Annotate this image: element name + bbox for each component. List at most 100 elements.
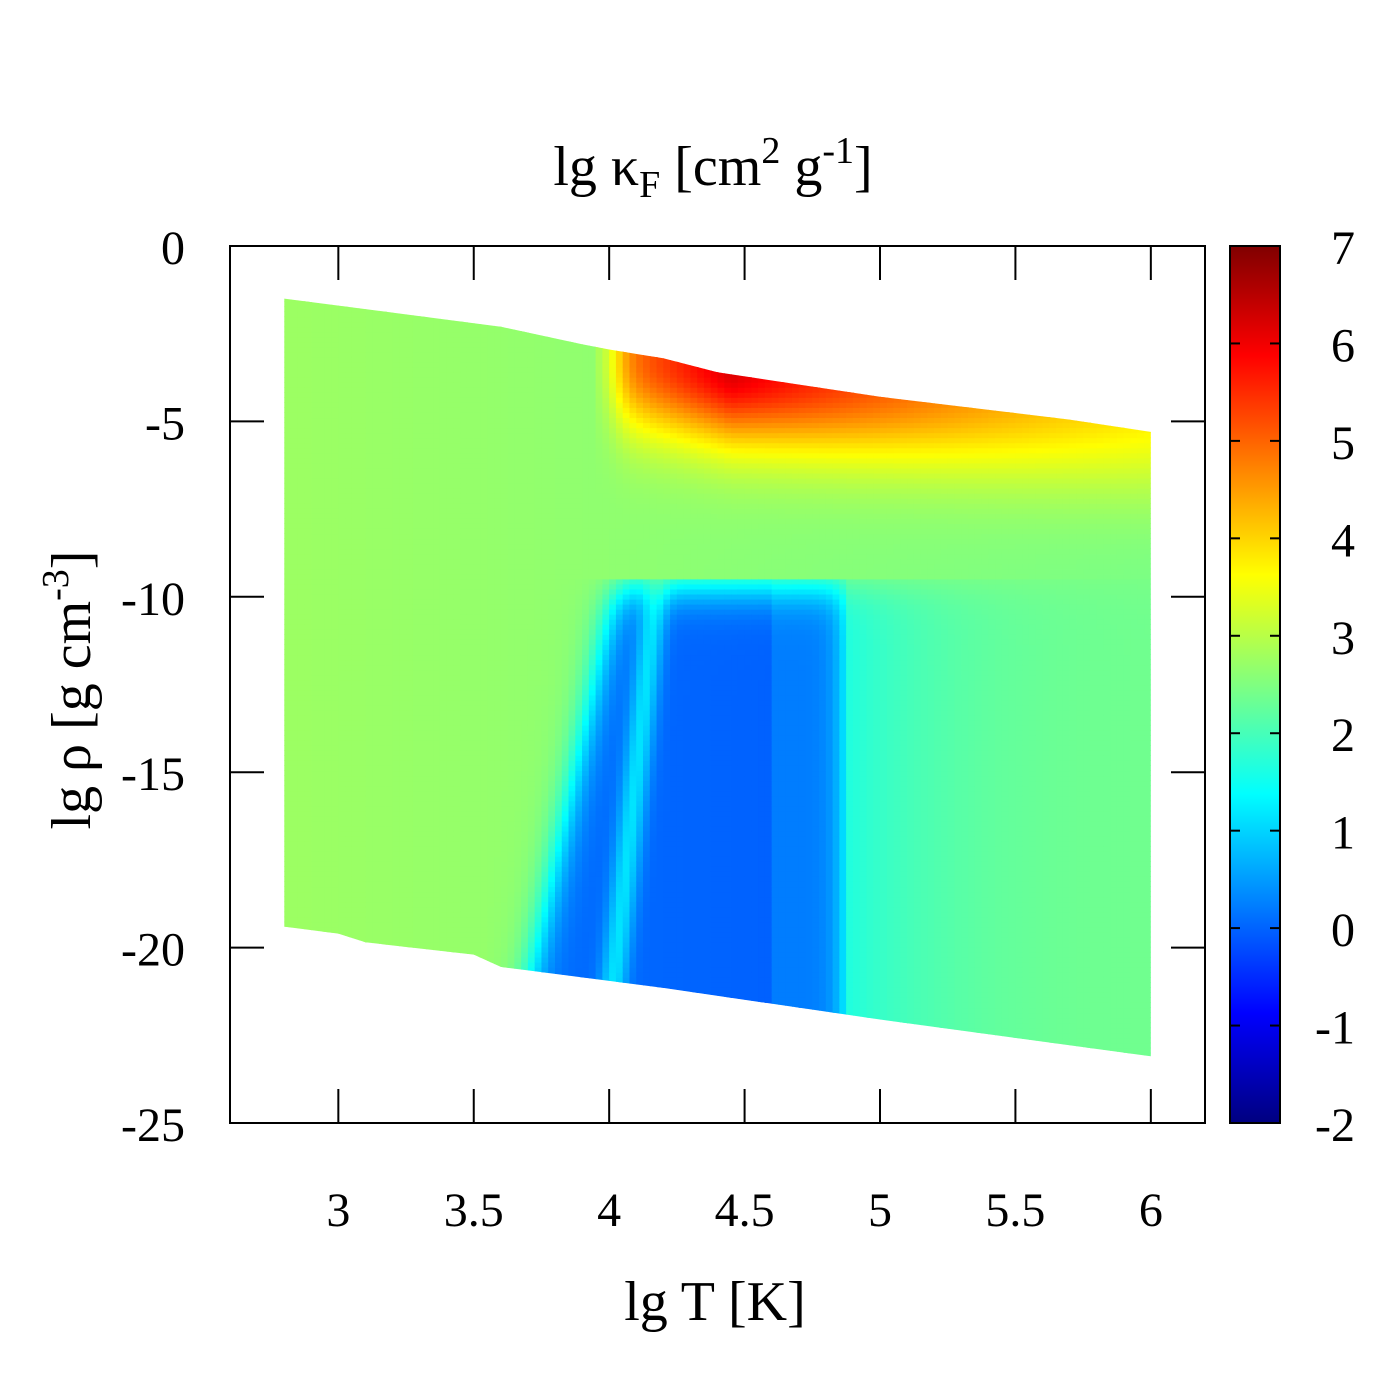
heatmap-cell — [412, 961, 421, 968]
heatmap-cell — [372, 472, 380, 479]
heatmap-cell — [406, 1078, 414, 1084]
heatmap-cell — [338, 750, 346, 756]
heatmap-cell — [365, 518, 373, 524]
heatmap-cell — [284, 926, 292, 933]
heatmap-cell — [378, 311, 387, 318]
heatmap-cell — [426, 613, 434, 620]
heatmap-cell — [331, 946, 340, 953]
heatmap-cell — [304, 371, 313, 378]
heatmap-cell — [494, 941, 502, 948]
heatmap-cell — [487, 966, 495, 973]
heatmap-cell — [460, 543, 468, 550]
heatmap-cell — [304, 432, 313, 439]
heatmap-cell — [473, 709, 482, 716]
heatmap-cell — [412, 321, 421, 328]
heatmap-cell — [399, 976, 407, 983]
heatmap-cell — [318, 397, 326, 403]
heatmap-cell — [385, 689, 394, 696]
heatmap-cell — [412, 371, 421, 378]
heatmap-cell — [345, 518, 353, 524]
heatmap-cell — [385, 392, 394, 398]
heatmap-cell — [406, 770, 414, 777]
heatmap-cell — [365, 427, 373, 434]
heatmap-cell — [412, 755, 421, 761]
heatmap-cell — [379, 1068, 387, 1074]
heatmap-cell — [460, 371, 468, 378]
heatmap-cell — [480, 724, 489, 731]
heatmap-cell — [351, 336, 360, 343]
heatmap-cell — [318, 608, 326, 615]
heatmap-cell — [351, 684, 360, 691]
heatmap-cell — [466, 906, 475, 913]
heatmap-cell — [297, 825, 306, 832]
heatmap-cell — [311, 397, 319, 403]
heatmap-cell — [473, 876, 482, 882]
heatmap-cell — [365, 709, 373, 716]
heatmap-cell — [406, 876, 414, 882]
heatmap-cell — [304, 331, 313, 338]
heatmap-cell — [446, 618, 455, 625]
heatmap-cell — [351, 805, 360, 812]
heatmap-cell — [412, 891, 421, 898]
heatmap-cell — [446, 750, 455, 756]
heatmap-cell — [385, 866, 394, 872]
heatmap-cell — [378, 916, 387, 923]
heatmap-cell — [311, 356, 319, 363]
heatmap-cell — [290, 729, 299, 736]
heatmap-cell — [284, 896, 292, 903]
heatmap-cell — [406, 1083, 414, 1089]
heatmap-cell — [284, 447, 292, 454]
heatmap-cell — [284, 850, 292, 857]
heatmap-cell — [284, 921, 292, 928]
heatmap-cell — [345, 432, 353, 439]
heatmap-cell — [487, 997, 495, 1003]
heatmap-cell — [331, 1007, 340, 1014]
heatmap-cell — [460, 936, 468, 943]
heatmap-cell — [474, 1068, 482, 1074]
heatmap-cell — [412, 795, 421, 802]
heatmap-cell — [439, 770, 448, 777]
heatmap-cell — [318, 402, 326, 408]
heatmap-cell — [433, 1037, 441, 1044]
heatmap-cell — [419, 679, 428, 686]
heatmap-cell — [426, 1027, 434, 1034]
heatmap-cell — [385, 467, 394, 474]
heatmap-cell — [480, 739, 489, 746]
heatmap-cell — [453, 588, 462, 595]
heatmap-cell — [324, 916, 333, 923]
heatmap-cell — [419, 750, 428, 756]
heatmap-cell — [406, 805, 414, 812]
heatmap-cell — [392, 800, 401, 807]
heatmap-cell — [324, 351, 333, 358]
heatmap-cell — [487, 578, 495, 585]
heatmap-cell — [473, 351, 482, 358]
heatmap-cell — [466, 800, 475, 807]
heatmap-cell — [399, 901, 407, 908]
heatmap-cell — [331, 886, 340, 893]
heatmap-cell — [392, 729, 401, 736]
heatmap-cell — [345, 467, 353, 474]
heatmap-cell — [446, 815, 455, 822]
heatmap-cell — [439, 1032, 448, 1039]
heatmap-cell — [487, 487, 495, 494]
heatmap-cell — [331, 508, 340, 514]
heatmap-cell — [399, 462, 407, 469]
heatmap-cell — [297, 392, 306, 398]
heatmap-cell — [297, 1027, 306, 1034]
heatmap-cell — [297, 659, 306, 666]
heatmap-cell — [385, 861, 394, 867]
heatmap-cell — [487, 508, 495, 514]
heatmap-cell — [351, 881, 360, 888]
heatmap-cell — [460, 997, 468, 1003]
heatmap-cell — [392, 704, 401, 711]
heatmap-cell — [365, 775, 373, 782]
heatmap-cell — [446, 392, 455, 398]
heatmap-cell — [466, 987, 475, 993]
heatmap-cell — [426, 709, 434, 716]
heatmap-cell — [460, 634, 468, 640]
heatmap-cell — [460, 427, 468, 434]
heatmap-cell — [365, 402, 373, 408]
heatmap-cell — [453, 871, 462, 877]
heatmap-cell — [284, 795, 292, 802]
heatmap-cell — [487, 755, 495, 761]
